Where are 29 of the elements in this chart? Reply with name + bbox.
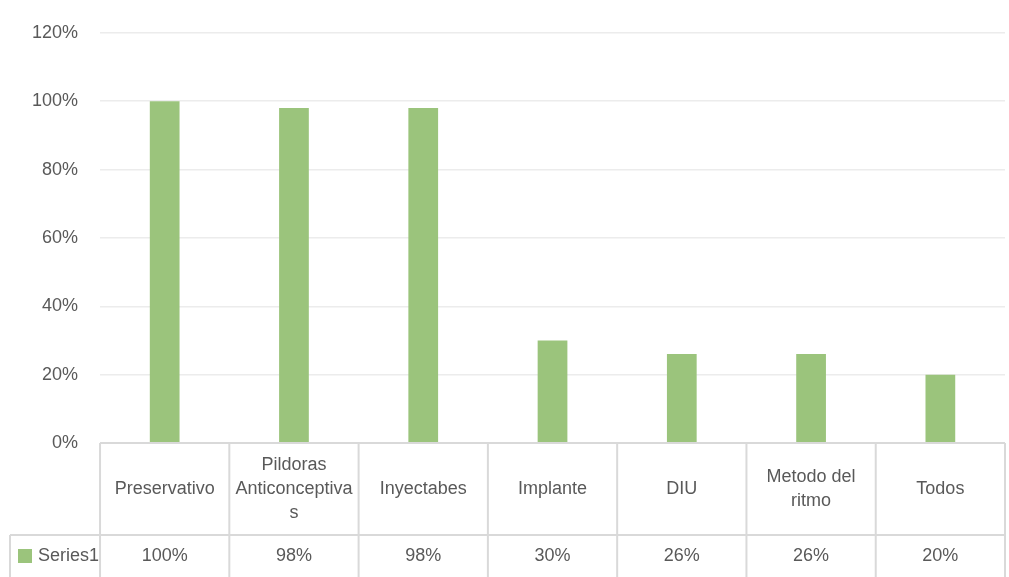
data-label: 26% (663, 544, 700, 565)
x-tick-label: Preservativo (114, 477, 215, 498)
data-label: 26% (793, 544, 830, 565)
y-tick-label: 20% (42, 363, 79, 384)
bar (537, 340, 568, 443)
x-tick-label: Metodo del ritmo (766, 465, 856, 510)
data-label: 100% (141, 544, 188, 565)
bar (149, 101, 180, 443)
y-tick-label: 60% (42, 226, 79, 247)
y-tick-label: 100% (31, 90, 79, 111)
data-label: 98% (405, 544, 442, 565)
bar (666, 354, 697, 443)
y-tick-label: 0% (52, 431, 79, 452)
x-tick-label: Implante (518, 477, 588, 498)
legend-label: Series1 (38, 544, 100, 565)
y-tick-label: 120% (31, 21, 79, 42)
bar (925, 374, 956, 443)
bar (279, 108, 309, 443)
y-tick-label: 80% (42, 158, 79, 179)
x-tick-label: Inyectabes (379, 477, 467, 498)
x-tick-label: DIU (666, 477, 698, 498)
data-label: 30% (534, 544, 571, 565)
x-tick-label: Pildoras Anticonceptivas (235, 453, 354, 522)
data-label: 20% (922, 544, 959, 565)
x-tick-label: Todos (916, 477, 965, 498)
bar (796, 354, 826, 443)
y-tick-label: 40% (42, 295, 79, 316)
data-label: 98% (275, 544, 312, 565)
bar (408, 108, 439, 443)
